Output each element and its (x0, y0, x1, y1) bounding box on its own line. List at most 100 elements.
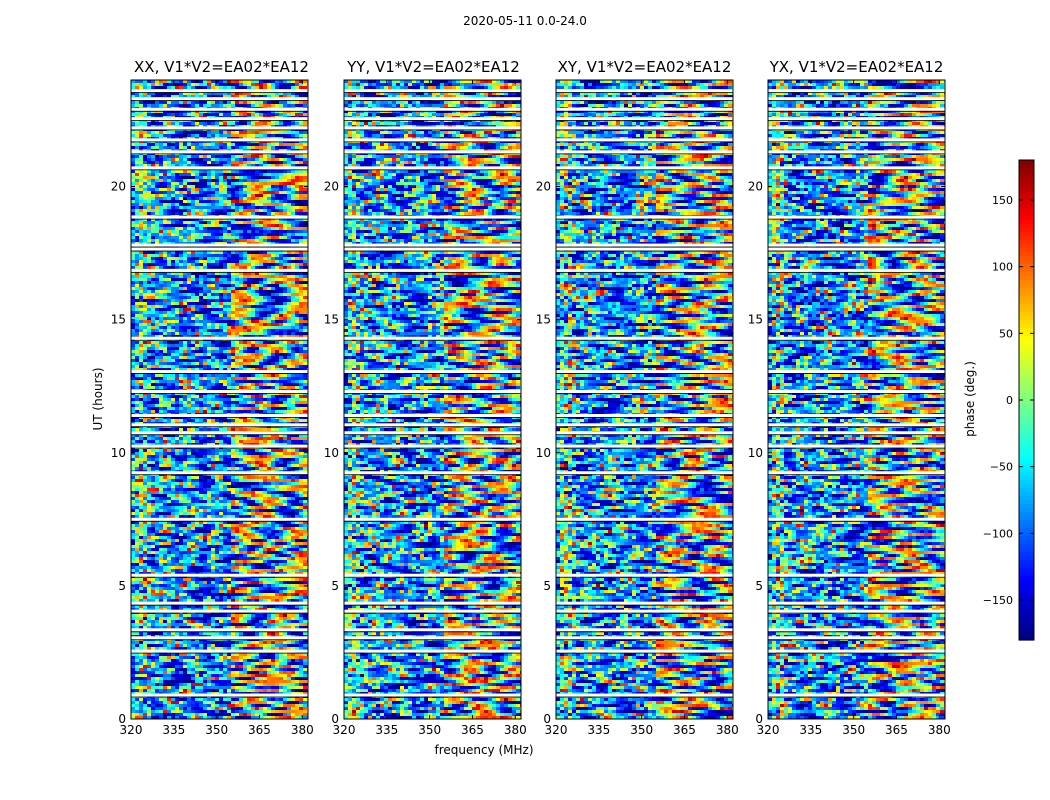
x-tick-label: 320 (333, 723, 356, 737)
flag-gap (768, 649, 945, 653)
x-tick-label: 320 (757, 723, 780, 737)
flag-gap (556, 215, 733, 219)
flag-gap (768, 166, 945, 170)
flag-gap (556, 247, 733, 251)
flag-gap (131, 336, 308, 340)
x-axis-label: frequency (MHz) (404, 743, 564, 757)
y-tick-label: 15 (324, 313, 339, 327)
flag-gap (131, 423, 308, 427)
flag-gap (768, 117, 945, 121)
flag-gap (556, 609, 733, 613)
flag-gap (131, 243, 308, 247)
flag-gap (344, 138, 521, 142)
x-tick-label: 365 (461, 723, 484, 737)
y-tick-label: 15 (536, 313, 551, 327)
flag-gap (768, 247, 945, 251)
flag-gap (344, 423, 521, 427)
flag-gap (131, 609, 308, 613)
flag-gap (344, 636, 521, 640)
axes-frame (555, 79, 734, 720)
flag-gap (768, 601, 945, 605)
flag-gap (556, 107, 733, 111)
colorbar-tick-label: −50 (990, 461, 1013, 474)
flag-gap (768, 390, 945, 394)
flag-gap (556, 471, 733, 475)
flag-gap (131, 413, 308, 417)
y-tick-label: 10 (536, 446, 551, 460)
flag-gap (768, 423, 945, 427)
y-tick-label: 5 (755, 579, 763, 593)
x-tick-label: 380 (716, 723, 739, 737)
flag-gap (344, 471, 521, 475)
flag-gap (556, 243, 733, 247)
flag-gap (768, 370, 945, 374)
flag-gap (344, 649, 521, 653)
flag-gap (344, 150, 521, 154)
flag-gap (768, 215, 945, 219)
flag-gap (556, 423, 733, 427)
flag-gap (768, 89, 945, 93)
flag-gap (556, 636, 733, 640)
flag-gap (556, 649, 733, 653)
flag-gap (131, 636, 308, 640)
flag-gap (344, 573, 521, 577)
axes-frame (343, 79, 522, 720)
flag-gap (768, 97, 945, 101)
flag-gap (556, 431, 733, 435)
y-tick-label: 20 (111, 180, 126, 194)
flag-gap (131, 126, 308, 130)
colorbar-tick-label: 150 (992, 194, 1013, 207)
x-tick-label: 380 (928, 723, 951, 737)
flag-gap (556, 166, 733, 170)
flag-gap (131, 166, 308, 170)
x-tick-label: 365 (885, 723, 908, 737)
flag-gap (556, 370, 733, 374)
x-tick-label: 380 (504, 723, 527, 737)
flag-gap (344, 444, 521, 448)
flag-gap (556, 150, 733, 154)
y-tick-label: 10 (748, 446, 763, 460)
x-tick-label: 320 (120, 723, 143, 737)
flag-gap (768, 628, 945, 632)
panel-1: 320 335 350 365 380 0 5 10 15 20 (111, 79, 314, 737)
flag-gap (556, 693, 733, 697)
flag-gap (131, 268, 308, 272)
axes-frame (767, 79, 946, 720)
panel-title-yx: YX, V1*V2=EA02*EA12 (754, 58, 959, 76)
colorbar-tick-label: −150 (983, 594, 1013, 607)
flag-gap (556, 97, 733, 101)
flag-gap (344, 268, 521, 272)
panel-3: 320 335 350 365 380 0 5 10 15 20 (536, 79, 739, 737)
y-tick-label: 5 (331, 579, 339, 593)
panel-title-yy: YY, V1*V2=EA02*EA12 (331, 58, 536, 76)
flag-gap (131, 517, 308, 521)
y-axis-label: UT (hours) (91, 359, 105, 439)
x-tick-label: 365 (248, 723, 271, 737)
flag-gap (131, 117, 308, 121)
x-tick-label: 350 (418, 723, 441, 737)
flag-gap (768, 693, 945, 697)
flag-gap (131, 471, 308, 475)
flag-gap (556, 517, 733, 521)
chart-title: 2020-05-11 0.0-24.0 (0, 14, 1050, 28)
flag-gap (131, 247, 308, 251)
panel-4: 320 335 350 365 380 0 5 10 15 20 (748, 79, 951, 737)
flag-gap (344, 609, 521, 613)
y-tick-label: 0 (543, 712, 551, 726)
flag-gap (131, 649, 308, 653)
y-tick-label: 0 (118, 712, 126, 726)
colorbar: 150 100 50 0 −50 −100 −150 (983, 159, 1035, 641)
x-tick-label: 380 (291, 723, 314, 737)
panel-title-xx: XX, V1*V2=EA02*EA12 (119, 58, 324, 76)
flag-gap (131, 431, 308, 435)
y-tick-label: 5 (118, 579, 126, 593)
flag-gap (131, 444, 308, 448)
flag-gap (344, 693, 521, 697)
flag-gap (131, 601, 308, 605)
flag-gap (556, 89, 733, 93)
flag-gap (556, 573, 733, 577)
flag-gap (768, 150, 945, 154)
flag-gap (768, 413, 945, 417)
x-tick-label: 350 (630, 723, 653, 737)
flag-gap (768, 431, 945, 435)
